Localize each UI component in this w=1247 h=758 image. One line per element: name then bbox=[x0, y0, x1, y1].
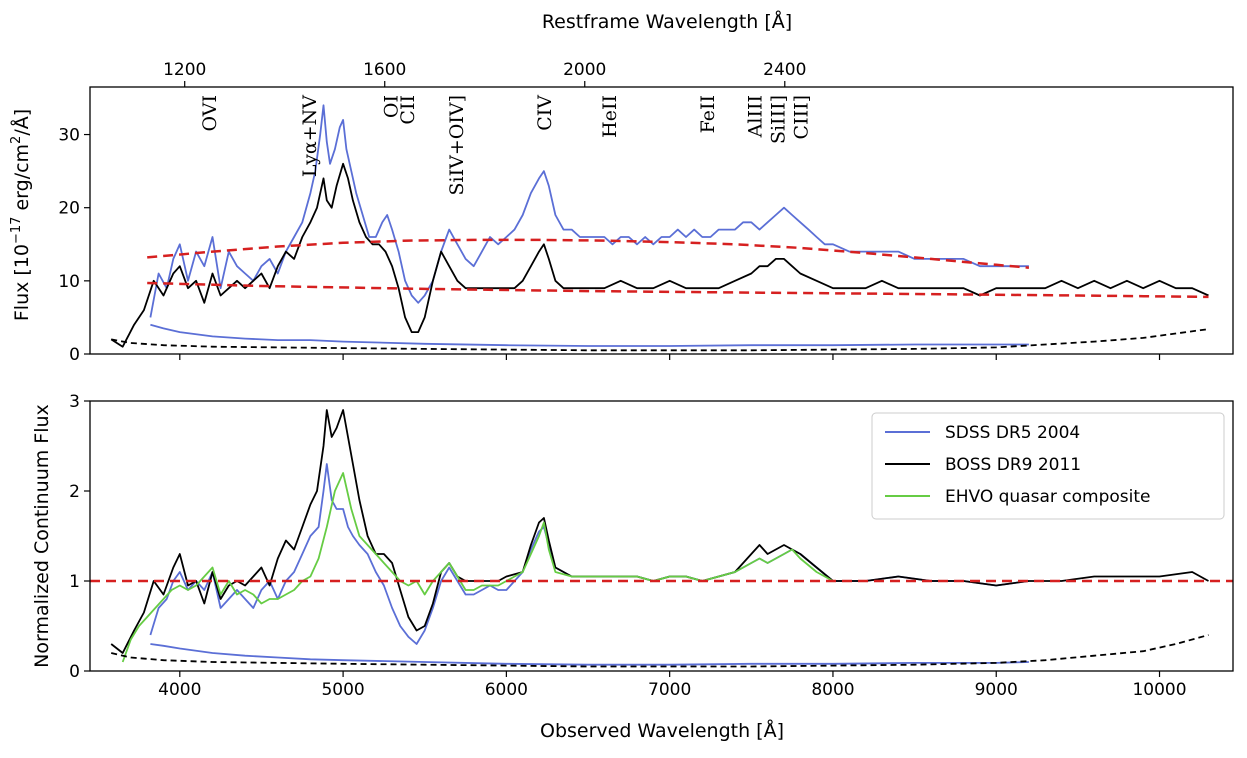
emission-line-label: AlIII bbox=[745, 95, 767, 138]
y-tick-label: 30 bbox=[58, 126, 80, 146]
legend-label-sdss: SDSS DR5 2004 bbox=[945, 423, 1080, 443]
y-tick-label: 2 bbox=[69, 482, 80, 502]
x-tick-label: 4000 bbox=[158, 680, 201, 700]
emission-line-label: SiIII] bbox=[767, 95, 789, 144]
panel-data-group bbox=[90, 409, 1233, 668]
y-tick-label: 10 bbox=[58, 272, 80, 292]
emission-line-label: SiIV+OIV] bbox=[446, 95, 468, 195]
x-tick-label: 7000 bbox=[648, 680, 691, 700]
bottom-axis-title: Observed Wavelength [Å] bbox=[540, 719, 784, 742]
emission-line-label: OI bbox=[380, 95, 402, 118]
top-x-tick-label: 1600 bbox=[363, 60, 406, 80]
series-sdss-dr5-2004-error bbox=[150, 323, 1029, 347]
series-sdss-dr5-2004-flux bbox=[149, 104, 1029, 318]
top-x-tick-label: 2400 bbox=[763, 60, 806, 80]
x-tick-label: 9000 bbox=[975, 680, 1018, 700]
series-boss-continuum-fit bbox=[147, 281, 1209, 299]
y-tick-label: 0 bbox=[69, 662, 80, 682]
emission-line-label: HeII bbox=[599, 95, 621, 138]
x-tick-label: 10000 bbox=[1132, 680, 1186, 700]
emission-line-label: CIII] bbox=[790, 95, 812, 139]
bottom-panel: 0 1 2 3 4000 5000 6000 7000 8000 9000 10000 bbox=[69, 392, 1234, 700]
top-x-tick-label: 2000 bbox=[563, 60, 606, 80]
y-tick-label: 3 bbox=[69, 392, 80, 412]
top-x-tick-label: 1200 bbox=[163, 60, 206, 80]
emission-line-label: OVI bbox=[199, 95, 221, 131]
top-panel-ylabel: Flux [10−17 erg/cm2/Å] bbox=[9, 109, 33, 321]
emission-line-label: Lyα+NV bbox=[299, 95, 321, 177]
series-boss-dr9-2011-error bbox=[111, 328, 1209, 352]
panel-frame bbox=[89, 86, 1234, 355]
top-axis-title: Restframe Wavelength [Å] bbox=[542, 10, 792, 33]
emission-line-label: FeII bbox=[697, 95, 719, 133]
y-tick-label: 0 bbox=[69, 345, 80, 365]
series-ehvo-quasar-composite bbox=[121, 472, 834, 663]
x-tick-label: 6000 bbox=[485, 680, 528, 700]
legend-label-boss: BOSS DR9 2011 bbox=[945, 455, 1081, 475]
x-tick-label: 8000 bbox=[811, 680, 854, 700]
series-sdss-dr5-2004-normalized-error bbox=[150, 643, 1029, 666]
series-sdss-continuum-fit bbox=[147, 238, 1030, 269]
y-tick-label: 1 bbox=[69, 572, 80, 592]
series-boss-dr9-2011-flux bbox=[110, 162, 1209, 348]
x-tick-label: 5000 bbox=[321, 680, 364, 700]
panel-frame bbox=[89, 400, 1234, 672]
legend-box bbox=[871, 412, 1225, 520]
emission-line-label: CIV bbox=[534, 95, 556, 131]
emission-line-label: CII bbox=[397, 95, 419, 125]
legend: SDSS DR5 2004 BOSS DR9 2011 EHVO quasar … bbox=[871, 412, 1225, 520]
legend-label-composite: EHVO quasar composite bbox=[945, 487, 1151, 507]
panel-data-group bbox=[110, 104, 1209, 352]
bottom-panel-ylabel: Normalized Continuum Flux bbox=[31, 404, 53, 668]
series-boss-dr9-2011-normalized-error bbox=[110, 634, 1209, 668]
y-tick-label: 20 bbox=[58, 199, 80, 219]
